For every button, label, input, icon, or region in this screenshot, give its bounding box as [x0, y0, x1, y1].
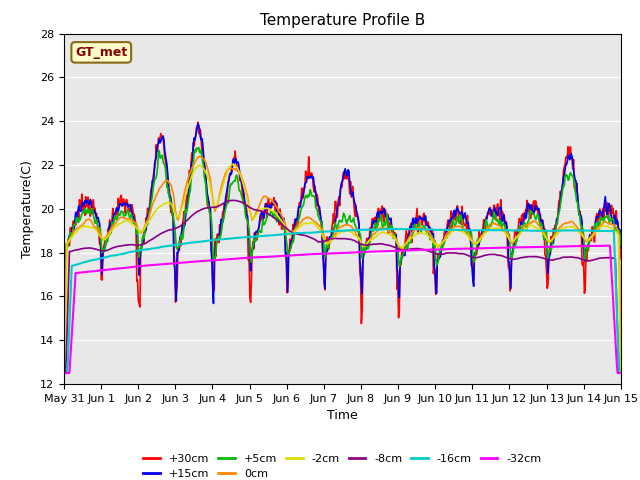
+5cm: [60, 370, 68, 376]
-16cm: [428, 227, 435, 232]
+30cm: [214, 233, 222, 239]
-2cm: [184, 184, 192, 190]
-2cm: [214, 202, 221, 207]
+5cm: [617, 242, 625, 248]
+15cm: [184, 198, 192, 204]
+30cm: [194, 119, 202, 125]
+5cm: [184, 202, 192, 208]
-8cm: [214, 204, 221, 209]
+5cm: [127, 211, 135, 217]
-8cm: [127, 242, 135, 248]
-32cm: [617, 370, 625, 376]
-32cm: [70, 295, 78, 301]
0cm: [428, 232, 435, 238]
0cm: [411, 227, 419, 232]
-32cm: [410, 247, 418, 253]
-2cm: [230, 161, 237, 167]
+30cm: [70, 220, 78, 226]
-2cm: [70, 231, 78, 237]
-2cm: [411, 232, 419, 238]
0cm: [184, 176, 192, 182]
-8cm: [428, 249, 435, 255]
+5cm: [214, 235, 222, 241]
-8cm: [184, 216, 192, 222]
+5cm: [428, 234, 435, 240]
+5cm: [411, 221, 419, 227]
+15cm: [428, 228, 435, 233]
+30cm: [127, 202, 135, 207]
-8cm: [70, 248, 78, 253]
0cm: [70, 228, 78, 233]
-8cm: [617, 370, 625, 376]
-32cm: [184, 259, 192, 265]
+30cm: [617, 255, 625, 261]
Legend: +30cm, +15cm, +5cm, 0cm, -2cm, -8cm, -16cm, -32cm: +30cm, +15cm, +5cm, 0cm, -2cm, -8cm, -16…: [139, 449, 546, 480]
0cm: [214, 199, 222, 204]
+15cm: [70, 226, 78, 232]
-32cm: [127, 264, 135, 270]
Line: -32cm: -32cm: [64, 246, 621, 373]
-2cm: [60, 370, 68, 376]
0cm: [127, 217, 135, 223]
-16cm: [70, 263, 78, 268]
+30cm: [428, 227, 436, 232]
-16cm: [184, 240, 192, 246]
-2cm: [617, 370, 625, 376]
X-axis label: Time: Time: [327, 409, 358, 422]
Y-axis label: Temperature(C): Temperature(C): [22, 160, 35, 258]
-16cm: [214, 237, 221, 242]
+30cm: [412, 221, 419, 227]
Line: +30cm: +30cm: [64, 122, 621, 324]
+30cm: [358, 321, 365, 326]
Line: -2cm: -2cm: [64, 164, 621, 373]
+15cm: [617, 245, 625, 251]
-16cm: [617, 370, 625, 376]
-16cm: [411, 226, 419, 232]
+15cm: [60, 370, 68, 376]
+15cm: [411, 222, 419, 228]
-16cm: [127, 249, 135, 255]
-32cm: [60, 370, 68, 376]
-32cm: [426, 247, 434, 252]
Line: 0cm: 0cm: [64, 156, 621, 373]
-8cm: [228, 198, 236, 204]
Line: -16cm: -16cm: [64, 229, 621, 373]
-16cm: [386, 226, 394, 232]
+30cm: [60, 248, 68, 253]
-8cm: [60, 370, 68, 376]
-8cm: [411, 246, 419, 252]
-16cm: [60, 370, 68, 376]
-32cm: [214, 257, 221, 263]
Text: GT_met: GT_met: [75, 46, 127, 59]
0cm: [196, 154, 204, 159]
0cm: [60, 370, 68, 376]
+15cm: [127, 206, 135, 212]
+15cm: [194, 121, 202, 127]
-32cm: [604, 243, 611, 249]
Title: Temperature Profile B: Temperature Profile B: [260, 13, 425, 28]
+5cm: [195, 144, 203, 150]
+30cm: [184, 196, 192, 202]
+15cm: [214, 234, 222, 240]
+5cm: [70, 222, 78, 228]
Line: +15cm: +15cm: [64, 124, 621, 373]
0cm: [617, 370, 625, 376]
-2cm: [428, 236, 435, 241]
-2cm: [127, 220, 135, 226]
Line: +5cm: +5cm: [64, 147, 621, 373]
Line: -8cm: -8cm: [64, 201, 621, 373]
